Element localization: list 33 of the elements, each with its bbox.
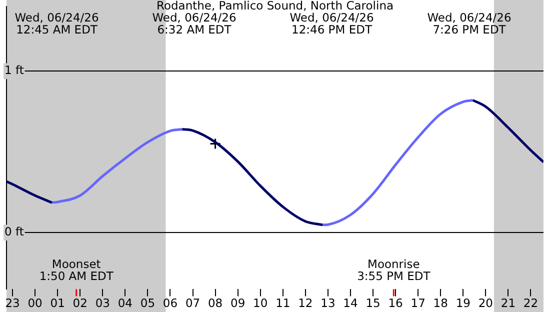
annotation: Wed, 06/24/26 7:26 PM EDT	[427, 10, 512, 37]
x-tick-label: 13	[320, 296, 336, 310]
ref-line-label: Moonrise 3:55 PM EDT	[357, 256, 432, 283]
x-tick-label: 01	[50, 296, 65, 310]
x-tick-label: 10	[253, 296, 268, 310]
ref-line-label: Moonset 1:50 AM EDT	[39, 256, 114, 283]
x-tick-label: 19	[456, 296, 470, 310]
x-tick-label: 07	[185, 296, 200, 310]
x-tick-label: 09	[230, 296, 246, 310]
x-tick-label: 12	[298, 296, 313, 310]
y-tick-label: 1 ft	[4, 63, 24, 78]
x-tick-label: 16	[388, 296, 403, 310]
x-tick-label: 03	[95, 296, 110, 310]
annotation: Wed, 06/24/26 12:46 PM EDT	[290, 10, 374, 37]
x-tick-label: 02	[72, 296, 88, 310]
x-tick-label: 14	[343, 296, 358, 310]
x-tick-label: 18	[433, 296, 448, 310]
x-tick-label: 21	[500, 296, 516, 310]
x-tick-label: 20	[478, 296, 493, 310]
y-tick-label: 0 ft	[4, 224, 24, 239]
x-tick-label: 11	[276, 296, 290, 310]
x-tick-label: 23	[5, 296, 20, 310]
annotation: Wed, 06/24/26 12:45 AM EDT	[14, 10, 99, 37]
x-tick-label: 00	[28, 296, 42, 310]
x-tick-label: 05	[140, 296, 156, 310]
chart-title: Rodanthe, Pamlico Sound, North Carolina	[156, 0, 394, 13]
x-tick-label: 22	[523, 296, 538, 310]
x-tick-label: 08	[208, 296, 223, 310]
x-tick-label: 06	[162, 296, 178, 310]
x-tick-label: 17	[410, 296, 426, 310]
x-tick-label: 15	[366, 296, 380, 310]
annotation: Wed, 06/24/26 6:32 AM EDT	[152, 10, 236, 37]
x-tick-label: 04	[118, 296, 132, 310]
